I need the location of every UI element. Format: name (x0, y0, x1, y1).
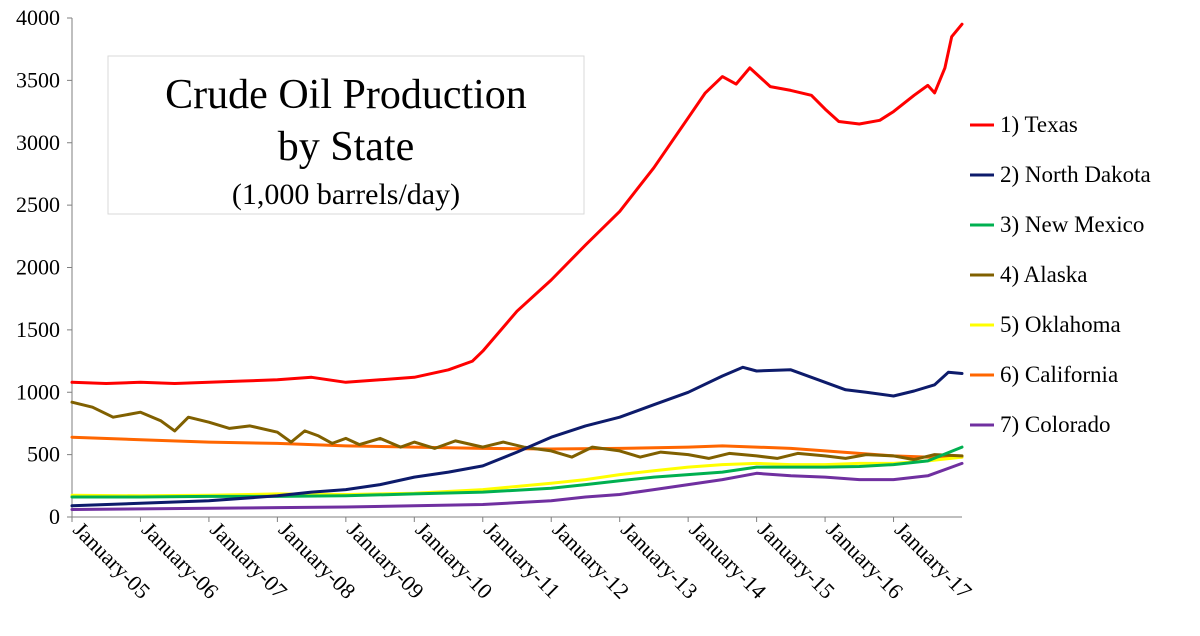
y-tick-label: 2000 (16, 255, 60, 280)
legend-label-new-mexico: 3) New Mexico (1000, 212, 1144, 237)
legend-label-alaska: 4) Alaska (1000, 262, 1088, 287)
series-line-texas (70, 22, 964, 385)
series-line-alaska (70, 400, 964, 462)
chart-subtitle: (1,000 barrels/day) (232, 178, 460, 211)
y-tick-label: 1500 (16, 317, 60, 342)
y-tick-label: 3500 (16, 67, 60, 92)
legend-label-california: 6) California (1000, 362, 1118, 387)
series-line-colorado (70, 461, 964, 511)
legend: 1) Texas 2) North Dakota 3) New Mexico 4) A… (970, 112, 1151, 437)
y-tick-label: 4000 (16, 5, 60, 30)
y-tick-label: 500 (27, 442, 60, 467)
title-group: Crude Oil Production by State (1,000 bar… (107, 55, 585, 215)
y-axis-ticks: 0 500 1000 1500 2000 2500 3000 3500 4000 (16, 5, 72, 529)
chart-title: Crude Oil Production (165, 72, 527, 118)
title-box (107, 55, 585, 215)
y-tick-label: 1000 (16, 379, 60, 404)
legend-label-north-dakota: 2) North Dakota (1000, 162, 1151, 187)
chart-title-line2: by State (278, 124, 414, 170)
y-tick-label: 3000 (16, 130, 60, 155)
series-line-north-dakota (70, 365, 964, 508)
y-tick-label: 2500 (16, 192, 60, 217)
legend-label-colorado: 7) Colorado (1000, 412, 1111, 437)
x-axis-ticks: January-05January-06January-07January-08… (68, 517, 976, 604)
y-tick-label: 0 (49, 504, 60, 529)
series-lines (70, 22, 964, 511)
legend-label-texas: 1) Texas (1000, 112, 1078, 137)
series-line-new-mexico (70, 445, 964, 499)
legend-label-oklahoma: 5) Oklahoma (1000, 312, 1121, 337)
series-line-california (70, 435, 964, 459)
